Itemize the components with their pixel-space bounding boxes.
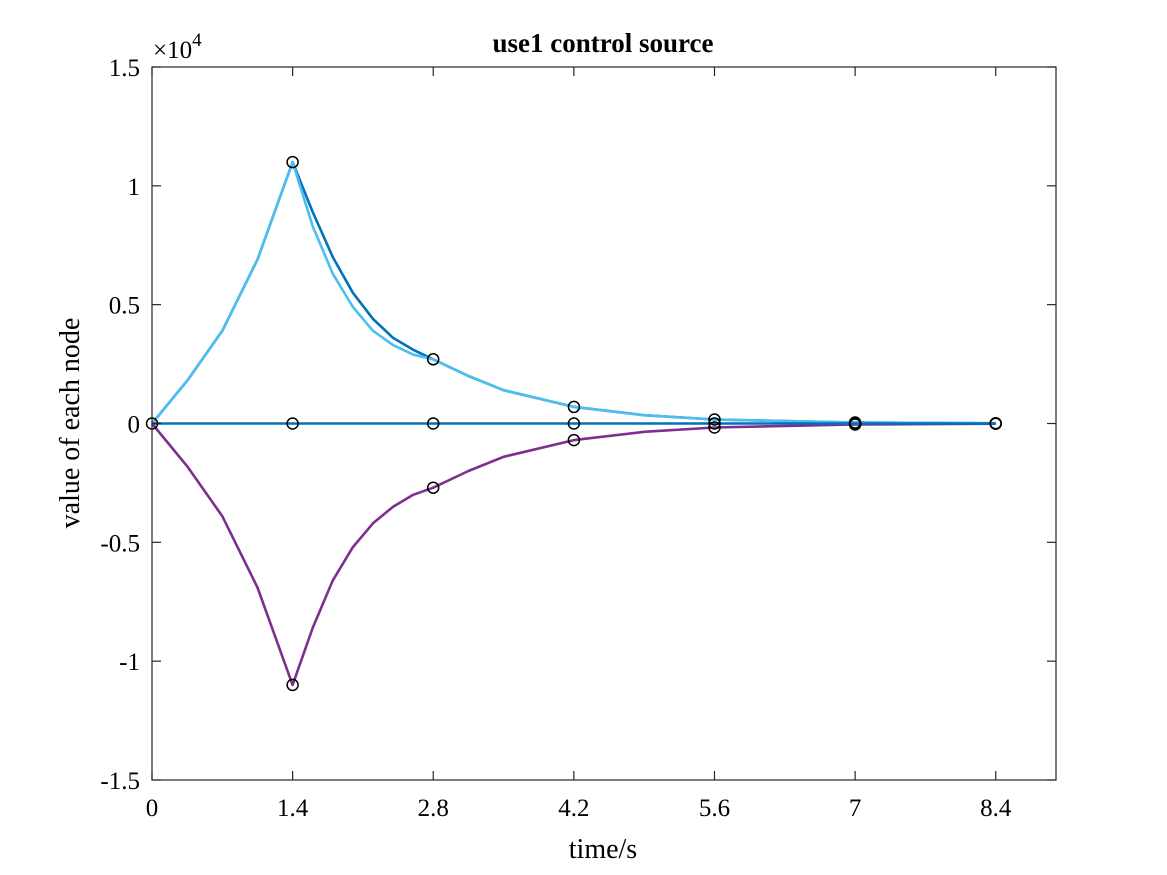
data-marker-5	[426, 353, 440, 366]
data-marker-11	[708, 413, 721, 426]
x-tick-label: 5.6	[699, 795, 730, 822]
y-tick-label: 0	[128, 412, 141, 439]
data-marker-6	[426, 417, 440, 430]
data-marker-7	[426, 481, 440, 494]
data-marker-3	[286, 417, 299, 430]
data-marker-13	[708, 421, 721, 434]
y-tick-label: -1.5	[100, 768, 140, 795]
data-marker-12	[708, 417, 721, 430]
data-marker-19	[989, 417, 1002, 430]
plot-markers	[145, 155, 1002, 692]
data-marker-2	[286, 155, 299, 169]
x-tick-label: 1.4	[277, 795, 309, 822]
data-marker-9	[567, 417, 581, 430]
y-axis-label: value of each node	[55, 318, 86, 529]
data-marker-10	[567, 433, 581, 447]
x-tick-label: 0	[146, 795, 159, 822]
y-tick-label: -1	[119, 649, 140, 676]
y-exponent-label: ×104	[153, 30, 202, 64]
y-axis: -1.5 -1 -0.5 0 0.5 1 1.5	[100, 55, 1056, 795]
chart-title: use1 control source	[493, 28, 714, 58]
x-tick-label: 7	[849, 795, 862, 822]
data-marker-8	[567, 400, 581, 414]
x-tick-label: 4.2	[558, 795, 589, 822]
x-axis: 0 1.4 2.8 4.2 5.6 7 8.4	[146, 67, 1012, 822]
y-tick-label: 1.5	[109, 55, 140, 82]
svg-text:×104: ×104	[153, 30, 202, 64]
data-marker-16	[848, 418, 862, 431]
x-tick-label: 8.4	[980, 795, 1012, 822]
series-line-2	[150, 160, 996, 425]
series-line-3	[150, 422, 996, 687]
y-tick-label: 0.5	[109, 293, 140, 320]
plot-series	[150, 160, 996, 687]
y-exponent-base: ×10	[153, 37, 192, 64]
y-exponent-power: 4	[192, 30, 202, 51]
y-tick-label: -0.5	[100, 530, 140, 557]
x-axis-label: time/s	[569, 834, 637, 865]
data-marker-4	[286, 678, 299, 692]
x-tick-label: 2.8	[418, 795, 449, 822]
y-tick-label: 1	[128, 174, 141, 201]
